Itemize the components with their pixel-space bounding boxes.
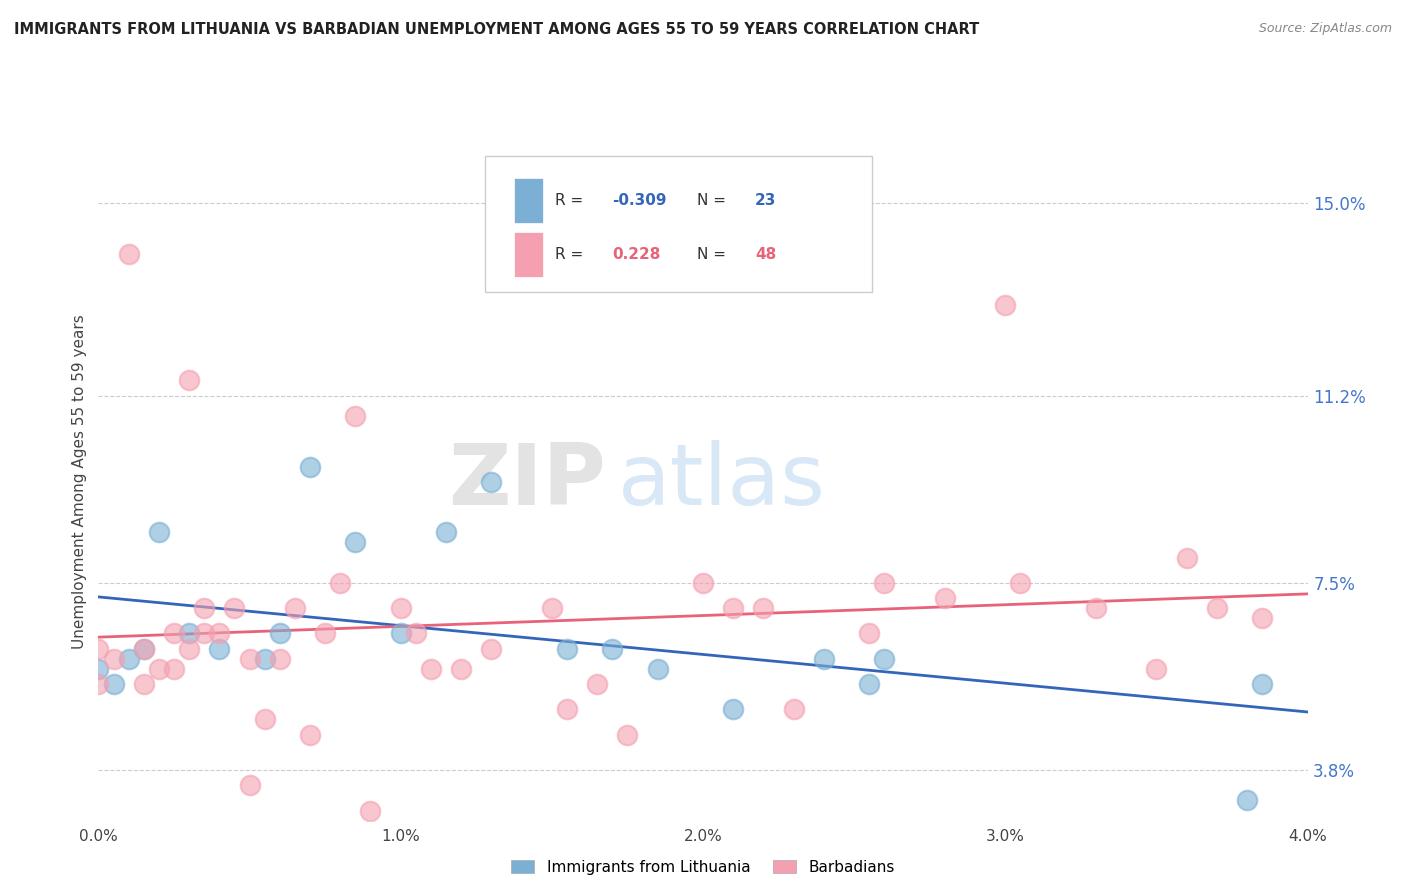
Point	[1175, 550, 1198, 565]
Point	[193, 601, 215, 615]
Point	[132, 677, 155, 691]
Point	[994, 297, 1017, 311]
Point	[692, 575, 714, 590]
Point	[284, 601, 307, 615]
Point	[647, 662, 669, 676]
Point	[586, 677, 609, 691]
Point	[299, 459, 322, 474]
Point	[87, 677, 110, 691]
Point	[723, 601, 745, 615]
Legend: Immigrants from Lithuania, Barbadians: Immigrants from Lithuania, Barbadians	[505, 854, 901, 880]
Point	[1251, 611, 1274, 625]
Point	[179, 641, 201, 656]
Point	[873, 575, 896, 590]
Point	[858, 677, 880, 691]
Point	[344, 535, 367, 549]
FancyBboxPatch shape	[485, 156, 872, 292]
Point	[314, 626, 336, 640]
Point	[555, 641, 578, 656]
Point	[1251, 677, 1274, 691]
Point	[103, 677, 125, 691]
Point	[434, 525, 457, 540]
Point	[87, 662, 110, 676]
Point	[344, 409, 367, 423]
Point	[541, 601, 564, 615]
Text: R =: R =	[555, 193, 589, 208]
Point	[269, 652, 291, 666]
Point	[208, 626, 231, 640]
Point	[481, 641, 503, 656]
Text: 48: 48	[755, 247, 776, 262]
Point	[723, 702, 745, 716]
Point	[450, 662, 472, 676]
Point	[269, 626, 291, 640]
Point	[420, 662, 443, 676]
Point	[179, 374, 201, 388]
Text: 23: 23	[755, 193, 776, 208]
Point	[555, 702, 578, 716]
Point	[481, 475, 503, 489]
Point	[616, 728, 638, 742]
Text: R =: R =	[555, 247, 589, 262]
Point	[1010, 575, 1032, 590]
Text: N =: N =	[697, 193, 731, 208]
Point	[389, 601, 412, 615]
Point	[132, 641, 155, 656]
Text: ZIP: ZIP	[449, 440, 606, 524]
Point	[752, 601, 775, 615]
Point	[299, 728, 322, 742]
Point	[602, 641, 624, 656]
Point	[193, 626, 215, 640]
Point	[253, 652, 276, 666]
Point	[208, 641, 231, 656]
Point	[132, 641, 155, 656]
Point	[1236, 793, 1258, 807]
Point	[1206, 601, 1229, 615]
Point	[148, 525, 170, 540]
Point	[87, 641, 110, 656]
Point	[329, 575, 352, 590]
Point	[253, 713, 276, 727]
Point	[360, 804, 382, 818]
Point	[118, 652, 141, 666]
Point	[389, 626, 412, 640]
FancyBboxPatch shape	[515, 178, 543, 223]
Text: -0.309: -0.309	[613, 193, 666, 208]
Point	[179, 626, 201, 640]
Point	[239, 778, 262, 792]
Point	[163, 626, 186, 640]
Text: N =: N =	[697, 247, 731, 262]
Point	[813, 652, 835, 666]
Point	[163, 662, 186, 676]
Point	[858, 626, 880, 640]
Y-axis label: Unemployment Among Ages 55 to 59 years: Unemployment Among Ages 55 to 59 years	[72, 314, 87, 649]
Point	[873, 652, 896, 666]
Point	[118, 247, 141, 261]
Point	[1085, 601, 1108, 615]
Point	[103, 652, 125, 666]
Text: Source: ZipAtlas.com: Source: ZipAtlas.com	[1258, 22, 1392, 36]
Point	[239, 652, 262, 666]
Point	[934, 591, 956, 605]
Point	[782, 702, 804, 716]
Text: IMMIGRANTS FROM LITHUANIA VS BARBADIAN UNEMPLOYMENT AMONG AGES 55 TO 59 YEARS CO: IMMIGRANTS FROM LITHUANIA VS BARBADIAN U…	[14, 22, 980, 37]
FancyBboxPatch shape	[515, 232, 543, 277]
Point	[224, 601, 246, 615]
Text: 0.228: 0.228	[613, 247, 661, 262]
Point	[148, 662, 170, 676]
Point	[405, 626, 427, 640]
Text: atlas: atlas	[619, 440, 827, 524]
Point	[1146, 662, 1168, 676]
